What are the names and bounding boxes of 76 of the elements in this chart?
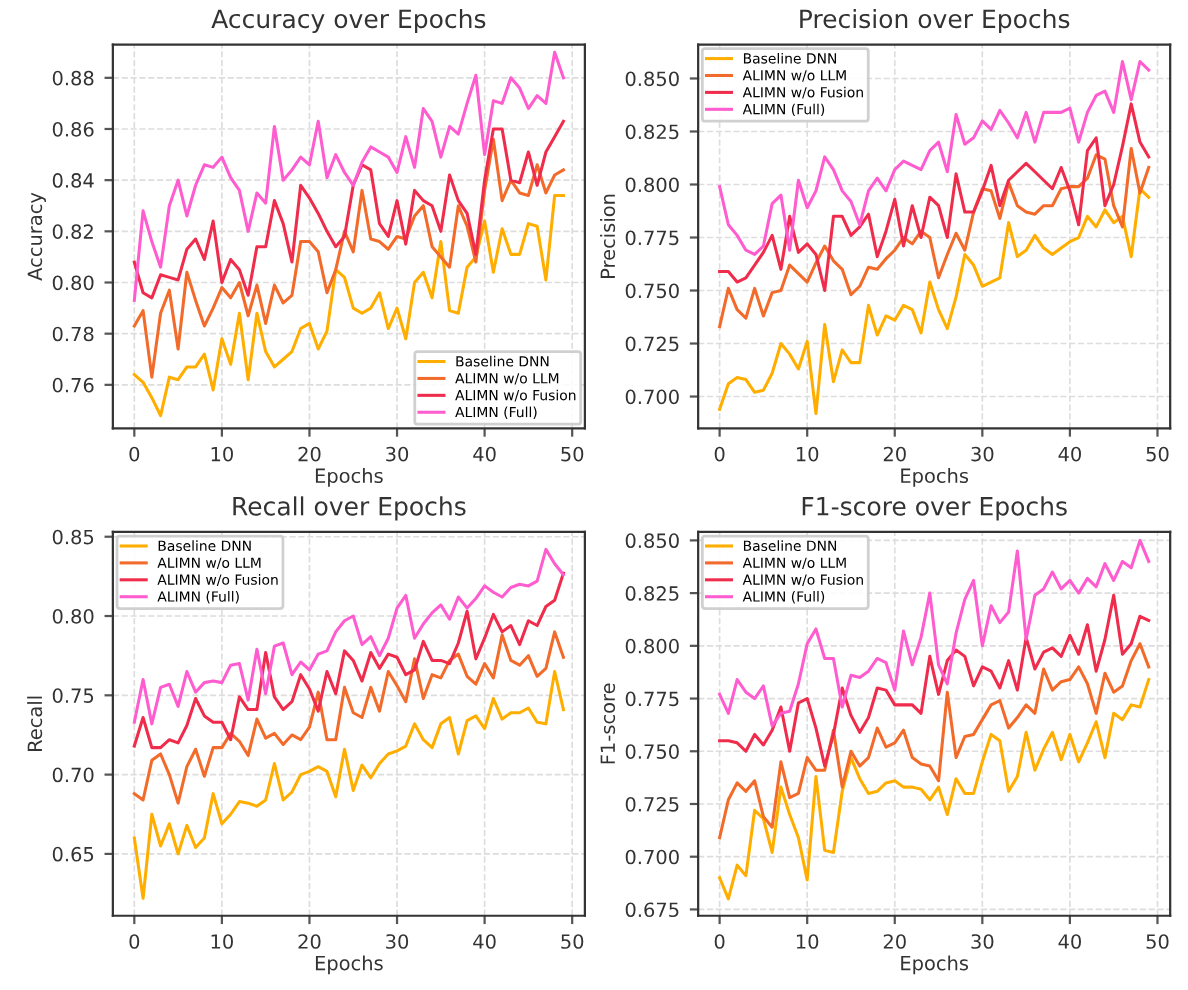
x-axis-title: Epochs bbox=[315, 955, 383, 975]
y-tick-label: 0.800 bbox=[625, 638, 679, 654]
line-series bbox=[718, 102, 1151, 293]
line-series bbox=[132, 571, 565, 750]
y-axis-title: Recall bbox=[27, 696, 43, 751]
x-tick-label: 30 bbox=[386, 934, 409, 949]
y-tick-label: 0.80 bbox=[52, 275, 94, 291]
x-tick-label: 50 bbox=[561, 934, 584, 949]
x-tick-label: 30 bbox=[971, 446, 994, 462]
x-tick-label: 40 bbox=[1058, 934, 1081, 949]
x-tick-label: 30 bbox=[971, 934, 994, 949]
x-tick-label: 40 bbox=[473, 934, 496, 949]
y-tick-label: 0.82 bbox=[52, 224, 93, 239]
line-series bbox=[718, 187, 1151, 416]
line-series bbox=[132, 669, 565, 900]
chart-title: Precision over Epochs bbox=[800, 8, 1070, 34]
x-tick-label: 0 bbox=[129, 934, 140, 949]
x-tick-label: 40 bbox=[473, 446, 496, 462]
y-tick-label: 0.86 bbox=[52, 121, 94, 137]
x-tick-label: 20 bbox=[883, 934, 906, 949]
x-tick-label: 0 bbox=[714, 446, 725, 462]
y-tick-label: 0.825 bbox=[625, 124, 679, 140]
chart-title: Recall over Epochs bbox=[233, 496, 466, 521]
y-tick-label: 0.78 bbox=[52, 326, 94, 342]
y-tick-label: 0.800 bbox=[625, 177, 679, 193]
y-tick-label: 0.84 bbox=[52, 173, 94, 188]
y-tick-label: 0.88 bbox=[52, 70, 94, 86]
x-tick-label: 20 bbox=[883, 446, 906, 462]
y-tick-label: 0.675 bbox=[625, 902, 679, 918]
y-tick-label: 0.850 bbox=[625, 533, 679, 549]
y-tick-label: 0.700 bbox=[625, 849, 679, 865]
x-tick-label: 50 bbox=[1146, 934, 1169, 949]
x-tick-label: 10 bbox=[796, 934, 819, 949]
y-tick-label: 0.65 bbox=[52, 846, 94, 862]
x-tick-label: 20 bbox=[298, 446, 321, 462]
x-tick-label: 0 bbox=[129, 446, 140, 462]
line-series bbox=[132, 119, 565, 300]
y-tick-label: 0.750 bbox=[625, 283, 679, 299]
x-tick-label: 10 bbox=[211, 446, 233, 462]
line-series bbox=[718, 642, 1151, 840]
y-tick-label: 0.725 bbox=[625, 796, 679, 812]
y-tick-label: 0.825 bbox=[625, 586, 679, 601]
y-tick-label: 0.850 bbox=[625, 71, 679, 87]
line-series bbox=[132, 630, 565, 805]
x-axis-title: Epochs bbox=[315, 467, 383, 487]
y-tick-label: 0.70 bbox=[52, 767, 94, 783]
x-tick-label: 50 bbox=[561, 446, 584, 462]
line-series bbox=[718, 538, 1151, 728]
chart-title: Accuracy over Epochs bbox=[211, 8, 486, 34]
line-series bbox=[718, 678, 1151, 901]
x-axis-title: Epochs bbox=[901, 955, 969, 975]
x-axis-title: Epochs bbox=[901, 467, 969, 487]
x-tick-label: 30 bbox=[386, 446, 409, 462]
line-series bbox=[718, 146, 1151, 329]
x-tick-label: 0 bbox=[714, 934, 725, 949]
x-tick-label: 20 bbox=[298, 934, 321, 949]
line-series bbox=[132, 50, 565, 302]
y-tick-label: 0.75 bbox=[52, 688, 94, 703]
y-tick-label: 0.750 bbox=[625, 744, 679, 759]
line-series bbox=[132, 547, 565, 726]
line-series bbox=[718, 593, 1151, 768]
x-tick-label: 50 bbox=[1146, 446, 1169, 462]
x-tick-label: 10 bbox=[796, 446, 819, 462]
y-axis-title: F1-score bbox=[600, 683, 616, 764]
x-tick-label: 10 bbox=[211, 934, 233, 949]
y-tick-label: 0.775 bbox=[625, 691, 679, 707]
y-axis-title: Accuracy bbox=[27, 192, 46, 281]
y-axis-title: Precision bbox=[600, 194, 616, 278]
y-tick-label: 0.85 bbox=[52, 529, 94, 545]
y-tick-label: 0.725 bbox=[625, 336, 679, 352]
y-tick-label: 0.700 bbox=[625, 389, 679, 405]
y-tick-label: 0.76 bbox=[52, 377, 94, 393]
y-tick-label: 0.80 bbox=[52, 608, 94, 624]
y-tick-label: 0.775 bbox=[625, 230, 679, 246]
chart-title: F1-score over Epochs bbox=[802, 496, 1067, 521]
x-tick-label: 40 bbox=[1058, 446, 1081, 462]
